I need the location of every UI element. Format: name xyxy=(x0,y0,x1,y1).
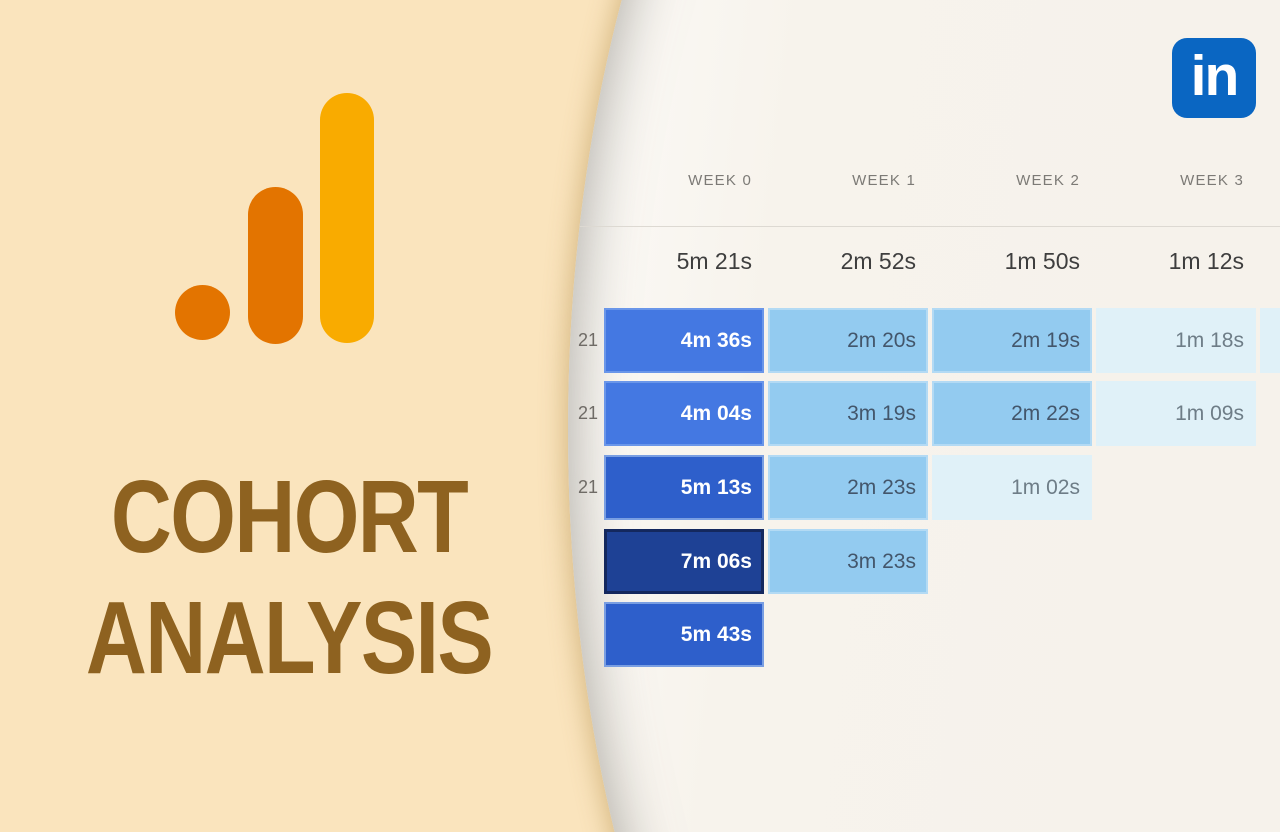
week-header: WEEK 1 xyxy=(852,172,916,189)
analytics-screenshot-panel: in WEEK 0 WEEK 1 WEEK 2 WEEK 3 5m 21s 2m 52s 1… xyxy=(568,0,1280,832)
cohort-row-label: 21 xyxy=(577,477,598,497)
cohort-cell: 7m 06s xyxy=(604,529,764,594)
cohort-cell: 5m 43s xyxy=(604,602,764,667)
cohort-cell: 3m 23s xyxy=(768,529,928,594)
cohort-cell: 2m 19s xyxy=(932,308,1092,373)
summary-value: 1m 12s xyxy=(1168,248,1244,274)
cohort-cell: 2m 22s xyxy=(932,381,1092,446)
title-line-cohort: COHORT xyxy=(110,459,469,574)
cohort-cell: 1m 18s xyxy=(1096,308,1256,373)
cohort-cell: 3m 19s xyxy=(768,381,928,446)
cohort-cell xyxy=(1260,308,1280,373)
title-line-analysis: ANALYSIS xyxy=(85,580,494,695)
summary-value: 1m 50s xyxy=(1004,248,1080,274)
cohort-row-label: 21 xyxy=(577,403,598,423)
week-header: WEEK 3 xyxy=(1180,172,1244,189)
ga-dot-icon xyxy=(175,285,230,340)
table-header-divider xyxy=(568,226,1280,227)
cohort-cell: 2m 20s xyxy=(768,308,928,373)
cohort-cell: 2m 23s xyxy=(768,455,928,520)
cohort-row-label: 21 xyxy=(577,330,598,350)
cohort-cell: 4m 04s xyxy=(604,381,764,446)
ga-short-bar-icon xyxy=(248,187,303,344)
cohort-cell: 4m 36s xyxy=(604,308,764,373)
cohort-cell: 1m 02s xyxy=(932,455,1092,520)
ga-tall-bar-icon xyxy=(320,93,374,343)
summary-value: 5m 21s xyxy=(676,248,752,274)
week-header: WEEK 0 xyxy=(688,172,752,189)
linkedin-logo: in xyxy=(1172,38,1256,118)
analytics-panel-content: in WEEK 0 WEEK 1 WEEK 2 WEEK 3 5m 21s 2m 52s 1… xyxy=(568,0,1280,832)
summary-value: 2m 52s xyxy=(840,248,916,274)
cohort-cell: 5m 13s xyxy=(604,455,764,520)
cohort-cell: 1m 09s xyxy=(1096,381,1256,446)
week-header: WEEK 2 xyxy=(1016,172,1080,189)
